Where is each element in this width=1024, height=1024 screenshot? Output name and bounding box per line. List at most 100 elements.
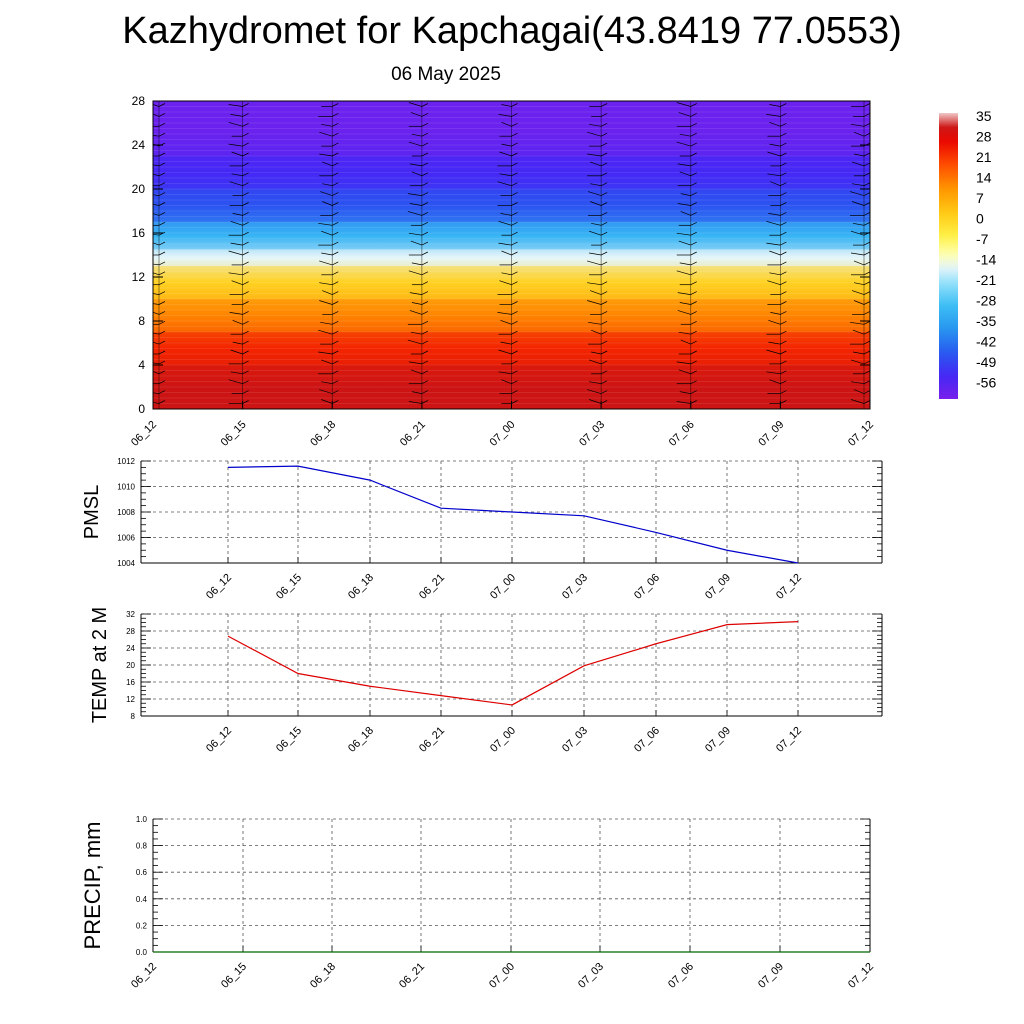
wind-barb bbox=[780, 330, 787, 335]
wind-barb bbox=[242, 390, 249, 394]
wind-barb bbox=[511, 202, 518, 206]
wind-barb bbox=[852, 351, 865, 355]
wind-barb bbox=[231, 151, 243, 157]
wind-barb bbox=[332, 380, 339, 385]
wind-barb bbox=[780, 152, 787, 157]
wind-barb bbox=[230, 242, 243, 246]
wind-barb bbox=[421, 152, 429, 157]
wind-barb bbox=[153, 272, 160, 276]
x-tick-label: 07_00 bbox=[488, 725, 518, 755]
wind-barb bbox=[242, 113, 249, 117]
wind-barb bbox=[410, 240, 422, 246]
wind-barb bbox=[511, 360, 518, 365]
wind-barb bbox=[411, 302, 422, 305]
colorbar-label: -7 bbox=[976, 231, 989, 247]
wind-barb bbox=[863, 152, 870, 157]
wind-barb bbox=[332, 330, 339, 335]
wind-barb bbox=[231, 173, 243, 177]
wind-barb bbox=[332, 113, 339, 117]
wind-barb bbox=[780, 113, 787, 117]
wind-barb bbox=[158, 380, 166, 385]
wind-barb bbox=[780, 172, 787, 177]
wind-barb bbox=[332, 241, 339, 246]
wind-barb bbox=[153, 173, 160, 177]
wind-barb bbox=[853, 300, 865, 305]
wind-barb bbox=[780, 311, 787, 315]
wind-barb bbox=[511, 132, 518, 137]
y-tick-label: 4 bbox=[138, 358, 145, 372]
heatmap-field bbox=[153, 101, 870, 409]
wind-barb bbox=[332, 172, 339, 177]
wind-barb bbox=[229, 312, 243, 315]
y-tick-label: 0 bbox=[138, 402, 145, 416]
wind-barb bbox=[853, 131, 865, 137]
wind-barb bbox=[322, 290, 333, 295]
wind-barb bbox=[332, 251, 339, 256]
wind-barb bbox=[863, 380, 870, 385]
wind-barb bbox=[153, 362, 160, 365]
wind-barb bbox=[600, 251, 608, 256]
wind-barb bbox=[230, 114, 243, 117]
wind-barb bbox=[409, 310, 422, 315]
pmsl-panel: 1004 1006 1008 1010 1012 06_12 06_15 06_18 06_21… bbox=[81, 457, 883, 602]
wind-barb bbox=[770, 312, 781, 315]
wind-barb bbox=[421, 291, 429, 295]
wind-barb bbox=[600, 400, 608, 404]
wind-barb bbox=[690, 330, 697, 335]
colorbar: 35 28 21 14 7 0 -7 -14 -21 -28 -35 -42 -49 -56 bbox=[939, 108, 996, 399]
wind-barb bbox=[589, 252, 602, 256]
wind-barb bbox=[158, 152, 166, 157]
wind-barb bbox=[498, 242, 512, 246]
wind-barb bbox=[319, 282, 333, 286]
wind-barb bbox=[766, 349, 781, 355]
wind-barb bbox=[600, 192, 608, 196]
wind-barb bbox=[498, 114, 512, 117]
wind-barb bbox=[242, 400, 249, 404]
wind-barb bbox=[408, 232, 422, 236]
wind-barb bbox=[332, 202, 339, 206]
wind-barb bbox=[863, 221, 870, 226]
wind-barb bbox=[780, 162, 787, 167]
colorbar-label: -35 bbox=[976, 313, 996, 329]
y-tick-label: 28 bbox=[132, 94, 146, 108]
wind-barb bbox=[421, 241, 429, 246]
wind-barb bbox=[501, 121, 512, 127]
colorbar-label: -42 bbox=[976, 334, 996, 350]
x-tick-label: 06_21 bbox=[417, 725, 447, 755]
wind-barb bbox=[780, 261, 787, 266]
wind-barb bbox=[332, 291, 339, 295]
wind-barb bbox=[780, 320, 787, 325]
wind-barb bbox=[690, 251, 697, 256]
wind-barb bbox=[590, 201, 602, 206]
wind-barb bbox=[780, 380, 787, 385]
wind-barb bbox=[767, 173, 781, 177]
wind-barb bbox=[590, 329, 602, 335]
wind-barb bbox=[409, 203, 422, 206]
wind-barb bbox=[409, 292, 422, 295]
wind-barb bbox=[863, 311, 870, 315]
wind-barb bbox=[497, 312, 512, 315]
wind-barb bbox=[511, 320, 518, 325]
wind-barb bbox=[591, 351, 602, 355]
wind-barb bbox=[158, 172, 166, 177]
x-tick-label: 07_12 bbox=[846, 419, 876, 449]
wind-barb bbox=[332, 320, 339, 325]
wind-barb bbox=[158, 261, 166, 266]
y-tick-label: 20 bbox=[126, 661, 135, 670]
wind-barb bbox=[332, 103, 339, 107]
wind-barb bbox=[498, 371, 512, 375]
wind-barb bbox=[780, 390, 787, 394]
wind-barb bbox=[690, 202, 697, 206]
wind-barb bbox=[780, 192, 787, 196]
wind-barb bbox=[242, 261, 249, 266]
x-tick-label: 06_12 bbox=[129, 419, 159, 449]
wind-barb bbox=[690, 142, 697, 147]
wind-barb bbox=[590, 161, 602, 167]
wind-barb bbox=[242, 330, 249, 335]
wind-barb bbox=[158, 182, 166, 187]
wind-barb bbox=[322, 183, 333, 187]
wind-barb bbox=[158, 122, 166, 127]
wind-barb bbox=[679, 262, 691, 266]
wind-barb bbox=[769, 121, 781, 127]
wind-barb bbox=[332, 301, 339, 305]
